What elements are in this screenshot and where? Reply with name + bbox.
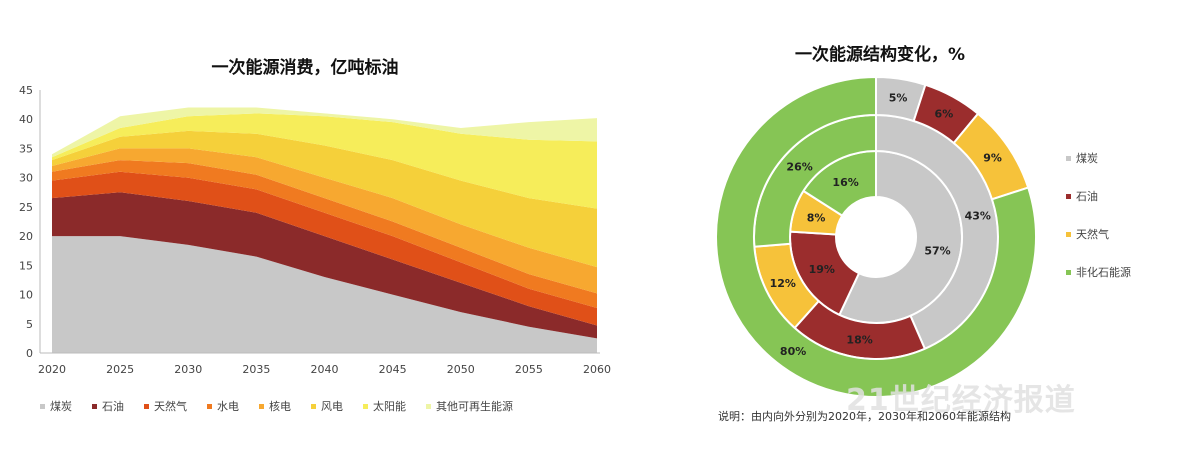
donut-label: 43%: [965, 210, 991, 223]
donut-label: 5%: [889, 92, 908, 105]
donut-label: 12%: [770, 277, 796, 290]
legend-swatch: [363, 403, 368, 409]
legend-swatch: [207, 403, 212, 409]
legend-label: 天然气: [1076, 228, 1109, 241]
y-tick-label: 40: [19, 113, 33, 126]
y-tick-label: 45: [19, 84, 33, 97]
donut-label: 26%: [786, 160, 812, 173]
donut-segment-2060-3: [715, 75, 1038, 398]
y-tick-label: 25: [19, 201, 33, 214]
legend-label: 水电: [217, 400, 239, 413]
x-tick-label: 2035: [242, 363, 270, 376]
donut-label: 80%: [780, 345, 806, 358]
donut-chart-title: 一次能源结构变化，%: [795, 44, 965, 65]
donut-legend-item: 天然气: [1066, 226, 1109, 242]
legend-swatch: [1066, 269, 1071, 275]
x-tick-label: 2050: [447, 363, 475, 376]
donut-label: 8%: [807, 212, 826, 225]
donut-label: 18%: [846, 334, 872, 347]
legend-swatch: [1066, 155, 1071, 161]
legend-label: 煤炭: [50, 400, 72, 413]
legend-label: 石油: [1076, 190, 1098, 203]
area-series-0: [52, 236, 597, 353]
legend-label: 煤炭: [1076, 152, 1098, 165]
legend-swatch: [311, 403, 316, 409]
x-tick-label: 2040: [311, 363, 339, 376]
legend-item: 太阳能: [363, 398, 406, 414]
donut-label: 19%: [809, 263, 835, 276]
area-chart-legend: 煤炭 石油 天然气 水电 核电 风电 太阳能 其他可再生能源: [40, 398, 513, 414]
area-series-2: [52, 171, 597, 326]
legend-label: 风电: [321, 400, 343, 413]
legend-label: 核电: [269, 400, 291, 413]
y-tick-label: 10: [19, 289, 33, 302]
legend-swatch: [259, 403, 264, 409]
donut-label: 9%: [983, 152, 1002, 165]
energy-structure-donut-chart: 一次能源结构变化，% 57% 19% 8% 16% 43% 18% 12% 26% 5% 6% 9%…: [715, 44, 1038, 398]
legend-label: 石油: [102, 400, 124, 413]
legend-swatch: [426, 403, 431, 409]
x-tick-label: 2030: [174, 363, 202, 376]
donut-legend-item: 煤炭: [1066, 150, 1098, 166]
legend-label: 太阳能: [373, 400, 406, 413]
x-tick-label: 2025: [106, 363, 134, 376]
area-chart-title: 一次能源消费，亿吨标油: [212, 57, 399, 78]
y-tick-label: 15: [19, 259, 33, 272]
donut-label: 57%: [924, 245, 950, 258]
legend-item: 其他可再生能源: [426, 398, 513, 414]
x-tick-label: 2045: [379, 363, 407, 376]
donut-label: 16%: [832, 176, 858, 189]
legend-item: 核电: [259, 398, 291, 414]
legend-item: 煤炭: [40, 398, 72, 414]
legend-label: 其他可再生能源: [436, 400, 513, 413]
y-tick-label: 20: [19, 230, 33, 243]
donut-chart-note: 说明：由内向外分别为2020年，2030年和2060年能源结构: [718, 410, 1011, 423]
y-tick-label: 35: [19, 142, 33, 155]
donut-legend-item: 非化石能源: [1066, 264, 1131, 280]
area-series-7: [52, 107, 597, 158]
donut-legend-item: 石油: [1066, 188, 1098, 204]
legend-swatch: [144, 403, 149, 409]
area-series-1: [52, 192, 597, 339]
legend-swatch: [92, 403, 97, 409]
legend-item: 水电: [207, 398, 239, 414]
x-tick-label: 2020: [38, 363, 66, 376]
x-tick-label: 2055: [515, 363, 543, 376]
legend-swatch: [40, 403, 45, 409]
y-tick-label: 5: [26, 318, 33, 331]
area-series-6: [52, 113, 597, 209]
y-tick-label: 0: [26, 347, 33, 360]
y-tick-label: 30: [19, 172, 33, 185]
area-series-5: [52, 130, 597, 268]
x-tick-label: 2060: [583, 363, 611, 376]
legend-label: 非化石能源: [1076, 266, 1131, 279]
watermark: 21世纪经济报道: [846, 383, 1076, 418]
legend-swatch: [1066, 231, 1071, 237]
legend-item: 石油: [92, 398, 124, 414]
donut-label: 6%: [935, 107, 954, 120]
legend-item: 天然气: [144, 398, 187, 414]
legend-label: 天然气: [154, 400, 187, 413]
legend-swatch: [1066, 193, 1071, 199]
legend-item: 风电: [311, 398, 343, 414]
